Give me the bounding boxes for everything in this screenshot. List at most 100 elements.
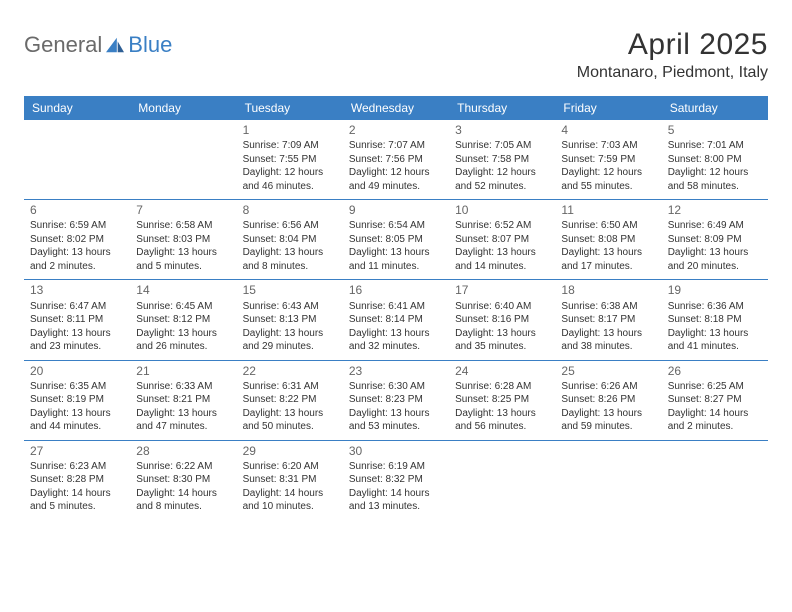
daylight-text: Daylight: 14 hours	[349, 487, 443, 501]
weekday-header-cell: Monday	[130, 96, 236, 120]
daylight-text: and 38 minutes.	[561, 340, 655, 354]
title-block: April 2025 Montanaro, Piedmont, Italy	[577, 28, 768, 82]
daylight-text: Daylight: 14 hours	[30, 487, 124, 501]
daylight-text: and 44 minutes.	[30, 420, 124, 434]
sunset-text: Sunset: 8:21 PM	[136, 393, 230, 407]
day-number: 18	[561, 282, 655, 298]
day-number: 12	[668, 202, 762, 218]
daylight-text: Daylight: 14 hours	[136, 487, 230, 501]
daylight-text: Daylight: 13 hours	[30, 407, 124, 421]
calendar-empty-cell	[24, 120, 130, 199]
day-number: 19	[668, 282, 762, 298]
calendar-body: 1Sunrise: 7:09 AMSunset: 7:55 PMDaylight…	[24, 120, 768, 520]
day-number: 29	[243, 443, 337, 459]
daylight-text: and 2 minutes.	[30, 260, 124, 274]
daylight-text: and 8 minutes.	[243, 260, 337, 274]
calendar-day-cell: 21Sunrise: 6:33 AMSunset: 8:21 PMDayligh…	[130, 361, 236, 440]
sunset-text: Sunset: 7:55 PM	[243, 153, 337, 167]
sunrise-text: Sunrise: 6:19 AM	[349, 460, 443, 474]
calendar-week-row: 6Sunrise: 6:59 AMSunset: 8:02 PMDaylight…	[24, 199, 768, 279]
sunset-text: Sunset: 8:28 PM	[30, 473, 124, 487]
sunrise-text: Sunrise: 6:56 AM	[243, 219, 337, 233]
day-number: 22	[243, 363, 337, 379]
day-number: 5	[668, 122, 762, 138]
day-number: 17	[455, 282, 549, 298]
daylight-text: and 46 minutes.	[243, 180, 337, 194]
calendar-week-row: 20Sunrise: 6:35 AMSunset: 8:19 PMDayligh…	[24, 360, 768, 440]
calendar-day-cell: 25Sunrise: 6:26 AMSunset: 8:26 PMDayligh…	[555, 361, 661, 440]
sunset-text: Sunset: 7:56 PM	[349, 153, 443, 167]
calendar-day-cell: 2Sunrise: 7:07 AMSunset: 7:56 PMDaylight…	[343, 120, 449, 199]
sunrise-text: Sunrise: 6:58 AM	[136, 219, 230, 233]
brand-logo: General Blue	[24, 28, 172, 58]
sunset-text: Sunset: 8:26 PM	[561, 393, 655, 407]
calendar-day-cell: 5Sunrise: 7:01 AMSunset: 8:00 PMDaylight…	[662, 120, 768, 199]
calendar-day-cell: 29Sunrise: 6:20 AMSunset: 8:31 PMDayligh…	[237, 441, 343, 520]
day-number: 7	[136, 202, 230, 218]
sunset-text: Sunset: 8:12 PM	[136, 313, 230, 327]
calendar-day-cell: 8Sunrise: 6:56 AMSunset: 8:04 PMDaylight…	[237, 200, 343, 279]
calendar-week-row: 1Sunrise: 7:09 AMSunset: 7:55 PMDaylight…	[24, 120, 768, 199]
day-number: 24	[455, 363, 549, 379]
sunrise-text: Sunrise: 6:28 AM	[455, 380, 549, 394]
day-number: 10	[455, 202, 549, 218]
daylight-text: Daylight: 13 hours	[30, 246, 124, 260]
sail-icon	[104, 36, 126, 54]
sunset-text: Sunset: 8:22 PM	[243, 393, 337, 407]
sunset-text: Sunset: 8:03 PM	[136, 233, 230, 247]
calendar-day-cell: 17Sunrise: 6:40 AMSunset: 8:16 PMDayligh…	[449, 280, 555, 359]
daylight-text: Daylight: 12 hours	[243, 166, 337, 180]
weekday-header-cell: Tuesday	[237, 96, 343, 120]
daylight-text: Daylight: 13 hours	[136, 407, 230, 421]
sunset-text: Sunset: 8:02 PM	[30, 233, 124, 247]
calendar-day-cell: 19Sunrise: 6:36 AMSunset: 8:18 PMDayligh…	[662, 280, 768, 359]
daylight-text: and 50 minutes.	[243, 420, 337, 434]
sunset-text: Sunset: 7:58 PM	[455, 153, 549, 167]
daylight-text: and 35 minutes.	[455, 340, 549, 354]
daylight-text: and 29 minutes.	[243, 340, 337, 354]
daylight-text: and 14 minutes.	[455, 260, 549, 274]
day-number: 8	[243, 202, 337, 218]
sunset-text: Sunset: 8:07 PM	[455, 233, 549, 247]
daylight-text: and 53 minutes.	[349, 420, 443, 434]
daylight-text: Daylight: 13 hours	[668, 327, 762, 341]
daylight-text: Daylight: 13 hours	[243, 407, 337, 421]
sunset-text: Sunset: 8:23 PM	[349, 393, 443, 407]
sunset-text: Sunset: 8:00 PM	[668, 153, 762, 167]
sunset-text: Sunset: 8:08 PM	[561, 233, 655, 247]
calendar-day-cell: 27Sunrise: 6:23 AMSunset: 8:28 PMDayligh…	[24, 441, 130, 520]
sunset-text: Sunset: 7:59 PM	[561, 153, 655, 167]
daylight-text: Daylight: 13 hours	[455, 407, 549, 421]
day-number: 2	[349, 122, 443, 138]
sunrise-text: Sunrise: 6:41 AM	[349, 300, 443, 314]
calendar-day-cell: 23Sunrise: 6:30 AMSunset: 8:23 PMDayligh…	[343, 361, 449, 440]
calendar-grid: SundayMondayTuesdayWednesdayThursdayFrid…	[24, 96, 768, 520]
sunrise-text: Sunrise: 6:20 AM	[243, 460, 337, 474]
calendar-day-cell: 9Sunrise: 6:54 AMSunset: 8:05 PMDaylight…	[343, 200, 449, 279]
sunrise-text: Sunrise: 6:36 AM	[668, 300, 762, 314]
calendar-day-cell: 3Sunrise: 7:05 AMSunset: 7:58 PMDaylight…	[449, 120, 555, 199]
daylight-text: Daylight: 13 hours	[349, 246, 443, 260]
daylight-text: Daylight: 13 hours	[349, 327, 443, 341]
sunrise-text: Sunrise: 6:35 AM	[30, 380, 124, 394]
sunset-text: Sunset: 8:09 PM	[668, 233, 762, 247]
day-number: 13	[30, 282, 124, 298]
sunset-text: Sunset: 8:19 PM	[30, 393, 124, 407]
day-number: 30	[349, 443, 443, 459]
brand-part1: General	[24, 32, 102, 58]
daylight-text: Daylight: 13 hours	[30, 327, 124, 341]
day-number: 4	[561, 122, 655, 138]
calendar-day-cell: 28Sunrise: 6:22 AMSunset: 8:30 PMDayligh…	[130, 441, 236, 520]
sunrise-text: Sunrise: 6:59 AM	[30, 219, 124, 233]
calendar-day-cell: 18Sunrise: 6:38 AMSunset: 8:17 PMDayligh…	[555, 280, 661, 359]
daylight-text: and 20 minutes.	[668, 260, 762, 274]
day-number: 25	[561, 363, 655, 379]
month-title: April 2025	[577, 28, 768, 62]
sunset-text: Sunset: 8:11 PM	[30, 313, 124, 327]
day-number: 3	[455, 122, 549, 138]
calendar-day-cell: 26Sunrise: 6:25 AMSunset: 8:27 PMDayligh…	[662, 361, 768, 440]
daylight-text: Daylight: 13 hours	[561, 246, 655, 260]
day-number: 16	[349, 282, 443, 298]
daylight-text: and 13 minutes.	[349, 500, 443, 514]
daylight-text: Daylight: 12 hours	[455, 166, 549, 180]
